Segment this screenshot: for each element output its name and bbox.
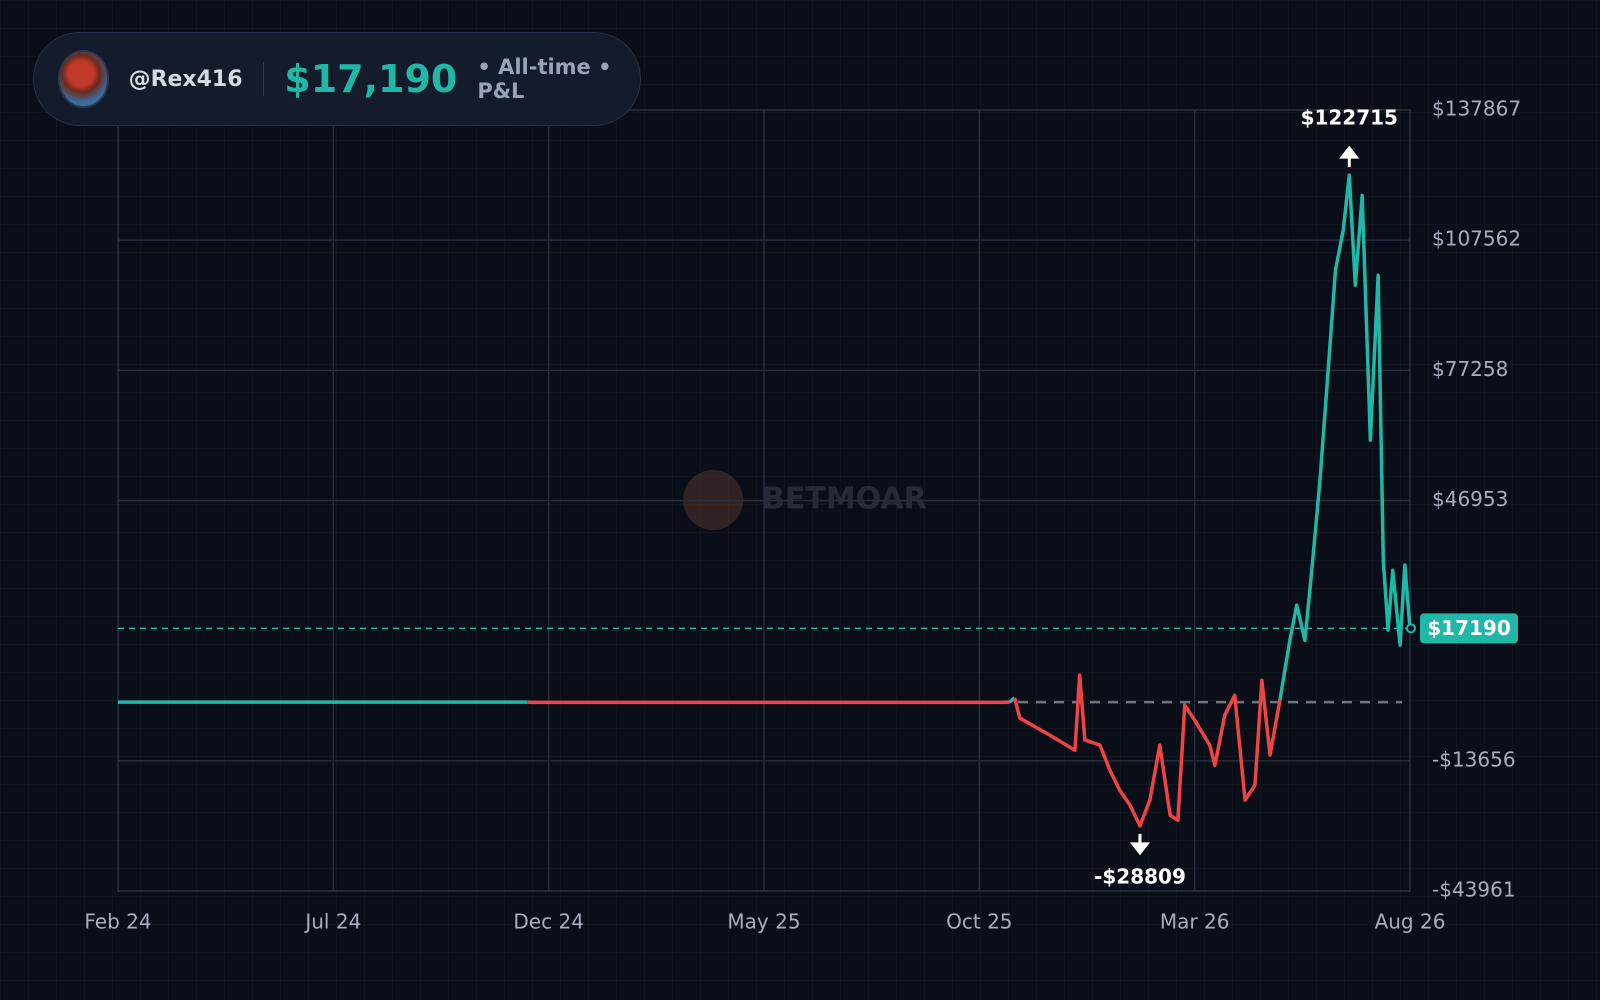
- pnl-line: [1278, 173, 1412, 701]
- current-dot: [1406, 623, 1416, 634]
- max-label: $122715: [1301, 106, 1398, 130]
- x-tick-label: Dec 24: [513, 910, 584, 934]
- x-tick-label: Mar 26: [1160, 910, 1230, 934]
- y-tick-label: $77258: [1432, 357, 1508, 381]
- current-label: $17190: [1427, 616, 1511, 640]
- y-tick-label: -$43961: [1432, 878, 1516, 902]
- watermark: BETMOAR: [683, 470, 927, 530]
- y-tick-label: $46953: [1432, 487, 1508, 511]
- y-tick-label: -$13656: [1432, 747, 1516, 771]
- period: • All-time • P&L: [477, 55, 612, 103]
- x-tick-label: Feb 24: [84, 910, 151, 934]
- x-tick-label: Oct 25: [946, 910, 1012, 934]
- separator: [262, 62, 265, 96]
- profile-pill: @Rex416 $17,190 • All-time • P&L: [33, 32, 641, 126]
- pnl-line: [1012, 673, 1282, 828]
- min-label: -$28809: [1094, 864, 1186, 888]
- pnl-value: $17,190: [284, 57, 458, 101]
- x-tick-label: May 25: [727, 910, 800, 934]
- avatar[interactable]: [58, 50, 109, 108]
- y-tick-label: $137867: [1432, 97, 1521, 121]
- username[interactable]: @Rex416: [128, 66, 243, 92]
- watermark-text: BETMOAR: [762, 482, 927, 517]
- max-arrow: [1339, 145, 1360, 168]
- x-tick-label: Jul 24: [303, 910, 361, 934]
- y-tick-label: $107562: [1432, 227, 1521, 251]
- min-arrow: [1129, 833, 1151, 856]
- x-tick-label: Aug 26: [1375, 910, 1446, 934]
- current-badge: [1420, 613, 1518, 644]
